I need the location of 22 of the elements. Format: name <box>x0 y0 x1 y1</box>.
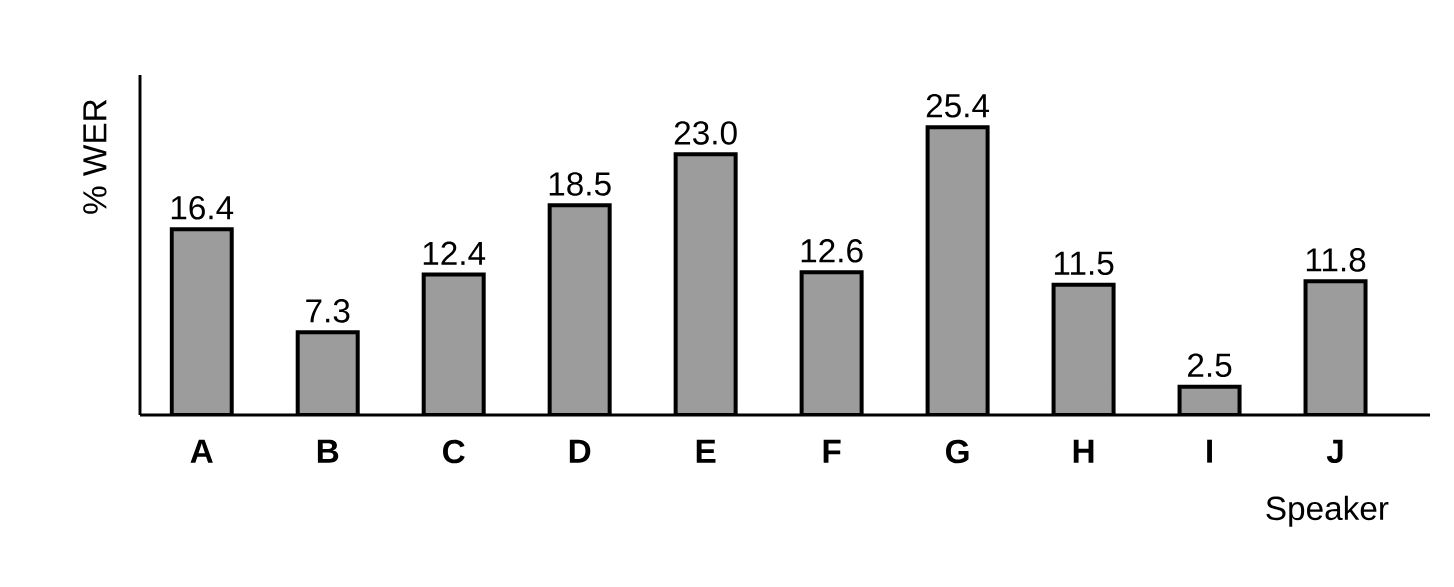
data-label: 2.5 <box>1188 353 1232 378</box>
x-tick-label: A <box>190 439 213 463</box>
x-tick-label: I <box>1207 439 1212 463</box>
x-tick-label: F <box>823 439 841 463</box>
x-tick-label: D <box>569 439 591 463</box>
data-label: 16.4 <box>171 195 234 220</box>
x-tick-label: B <box>317 439 339 463</box>
x-tick-label: C <box>443 439 465 464</box>
x-axis-title: Speaker <box>1266 495 1389 527</box>
data-label: 12.4 <box>423 241 486 265</box>
data-label: 11.8 <box>1306 248 1366 272</box>
data-label: 12.6 <box>801 239 863 263</box>
y-axis-title: % WER <box>83 99 107 214</box>
data-label: 23.0 <box>674 121 737 145</box>
x-tick-label: H <box>1073 439 1094 463</box>
data-label: 7.3 <box>306 299 350 323</box>
data-label: 25.4 <box>926 93 990 118</box>
x-tick-label: E <box>696 439 716 463</box>
x-tick-label: J <box>1326 439 1343 463</box>
data-label: 18.5 <box>549 172 611 196</box>
data-label: 11.5 <box>1054 251 1114 276</box>
x-tick-label: G <box>946 439 969 464</box>
